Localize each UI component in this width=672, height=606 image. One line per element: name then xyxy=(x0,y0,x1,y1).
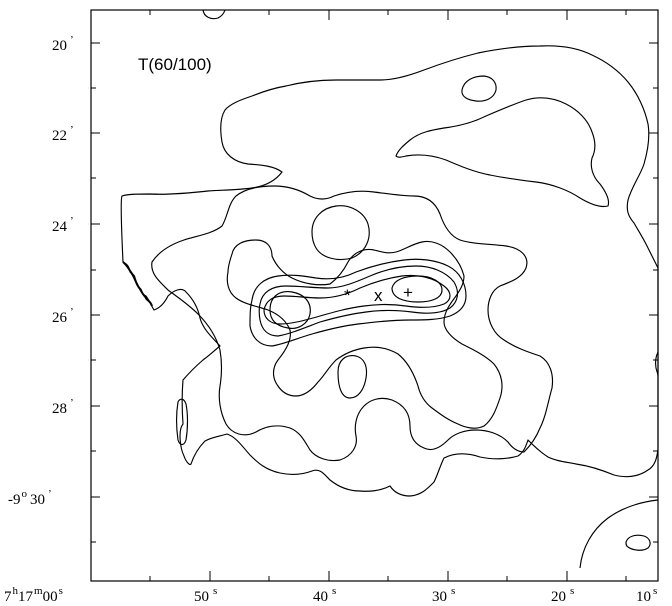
contour-small-upper-blob xyxy=(461,75,497,102)
contour-upper-right xyxy=(395,97,610,208)
ra-label-40s: 40 s xyxy=(313,585,336,605)
contour-top-edge xyxy=(202,9,226,20)
contour-level-6 xyxy=(263,274,451,325)
contour-level-3 xyxy=(226,239,503,429)
dec-label-28: 28’ xyxy=(52,397,74,417)
contour-right-core-blob xyxy=(391,275,443,303)
contour-right-edge-bump xyxy=(655,351,659,377)
contour-left-jag xyxy=(122,261,153,307)
asterisk-marker: * xyxy=(344,286,351,305)
contour-upper-oval xyxy=(311,205,370,261)
dec-label-24: 24’ xyxy=(52,215,74,235)
contour-left-core-blob xyxy=(269,291,311,329)
left-axis-ticks xyxy=(91,42,100,543)
dec-label-22: 22’ xyxy=(52,124,74,144)
contour-bottom-right-small xyxy=(625,534,651,551)
top-axis-ticks xyxy=(149,10,627,20)
ra-label-10s: 10 s xyxy=(636,585,657,605)
dec-label-20: 20’ xyxy=(52,34,74,54)
ra-label-30s: 30 s xyxy=(432,585,455,605)
contour-lines xyxy=(120,9,659,569)
dec-label-minus9-30: -9o 30’ xyxy=(8,488,52,508)
bottom-axis-ticks xyxy=(90,571,627,581)
contour-left-bottom xyxy=(175,398,189,446)
ra-label-7h17m00s: 7h17m00s xyxy=(4,585,63,605)
ra-label-50s: 50 s xyxy=(194,585,217,605)
plus-marker: + xyxy=(403,283,413,302)
dec-axis-labels: 20’ 22’ 24’ 26’ 28’ -9o 30’ xyxy=(8,34,74,508)
contour-lower-oval xyxy=(337,355,368,399)
ra-label-20s: 20 s xyxy=(551,585,574,605)
contour-level-4 xyxy=(249,258,467,347)
contour-bottom-right xyxy=(579,499,659,569)
x-marker: x xyxy=(374,286,383,305)
contour-level-5 xyxy=(258,265,459,337)
contour-outer xyxy=(120,45,659,497)
map-title: T(60/100) xyxy=(138,55,212,74)
contour-level-2 xyxy=(151,185,554,462)
dec-label-26: 26’ xyxy=(52,306,74,326)
ra-axis-labels: 7h17m00s 50 s 40 s 30 s 20 s 10 s xyxy=(4,585,657,605)
markers: * x + xyxy=(344,283,413,305)
right-axis-ticks xyxy=(649,42,658,543)
